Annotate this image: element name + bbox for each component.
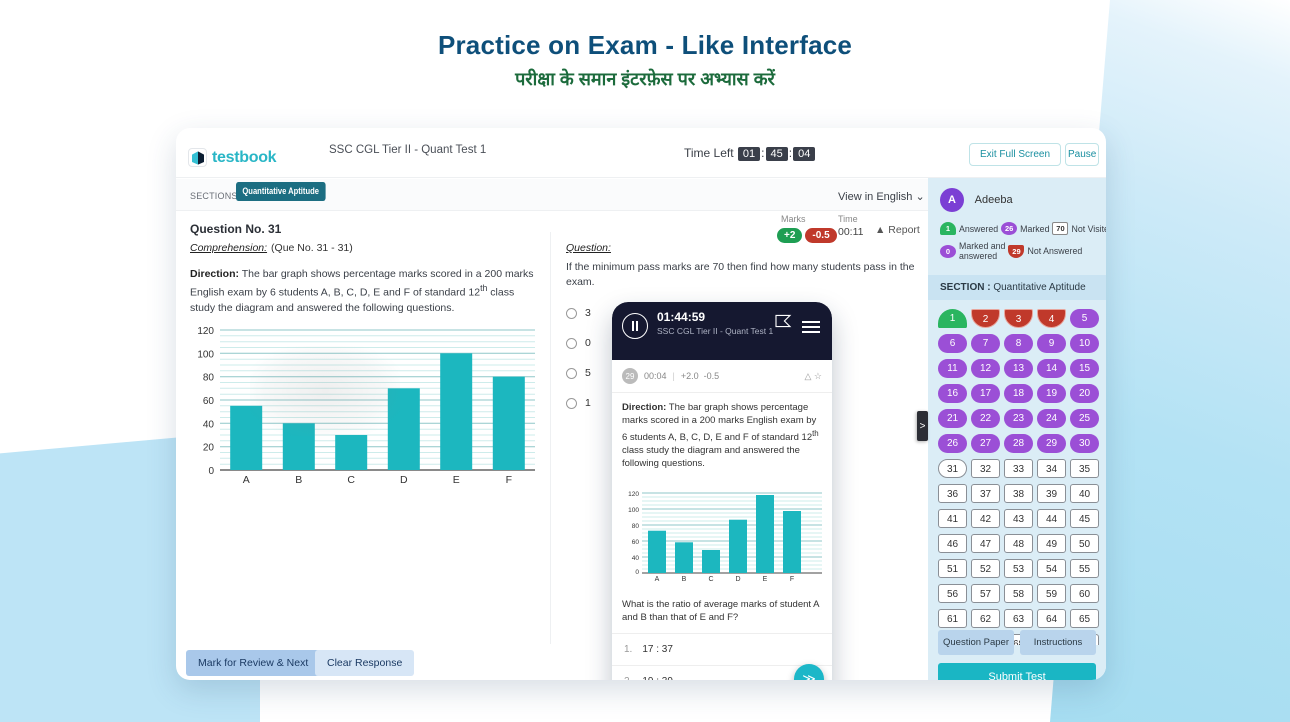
svg-text:100: 100: [628, 507, 639, 514]
svg-text:A: A: [243, 474, 250, 486]
svg-text:80: 80: [203, 373, 215, 384]
svg-text:F: F: [506, 474, 512, 486]
svg-text:60: 60: [632, 539, 640, 546]
svg-text:80: 80: [632, 523, 640, 530]
svg-text:120: 120: [197, 326, 214, 337]
svg-text:100: 100: [197, 349, 214, 360]
svg-text:C: C: [347, 474, 355, 486]
svg-text:40: 40: [632, 555, 640, 562]
svg-text:A: A: [655, 576, 660, 583]
svg-text:0: 0: [208, 466, 214, 477]
svg-text:C: C: [708, 576, 713, 583]
svg-text:F: F: [790, 576, 794, 583]
svg-text:E: E: [453, 474, 460, 486]
svg-text:120: 120: [628, 491, 639, 498]
svg-text:60: 60: [203, 396, 215, 407]
svg-text:20: 20: [203, 443, 215, 454]
svg-text:0: 0: [635, 569, 639, 576]
svg-text:40: 40: [203, 419, 215, 430]
svg-text:B: B: [295, 474, 302, 486]
svg-text:D: D: [400, 474, 408, 486]
svg-text:D: D: [735, 576, 740, 583]
svg-text:E: E: [763, 576, 768, 583]
svg-text:B: B: [682, 576, 687, 583]
